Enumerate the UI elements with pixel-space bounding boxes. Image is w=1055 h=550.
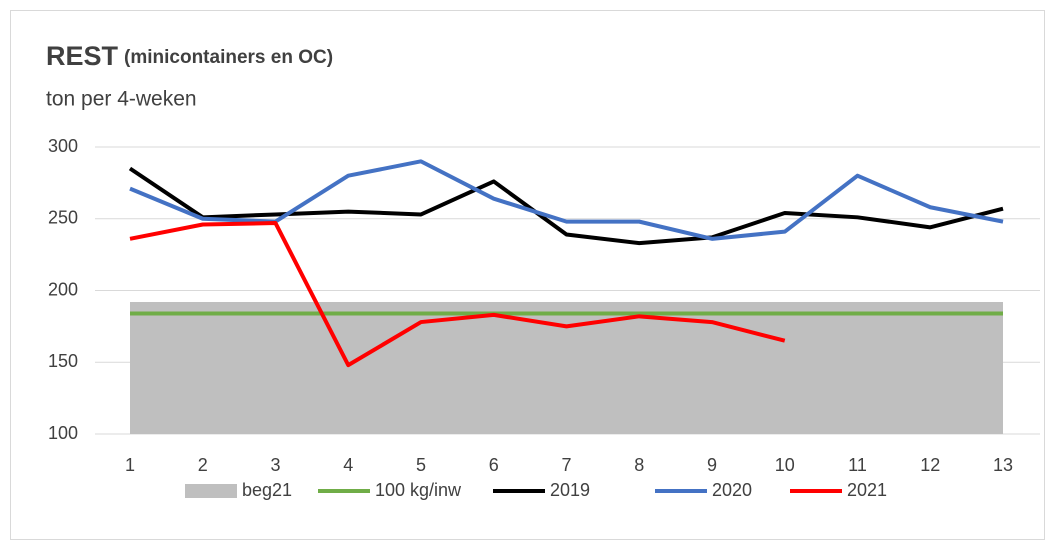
line xyxy=(129,221,786,368)
x-tick-label: 3 xyxy=(270,455,280,475)
y-tick-label: 100 xyxy=(48,423,78,443)
x-tick-label: 7 xyxy=(561,455,571,475)
x-tick-label: 4 xyxy=(343,455,353,475)
x-tick-label: 9 xyxy=(707,455,717,475)
x-tick-label: 12 xyxy=(920,455,940,475)
chart-title: REST (minicontainers en OC) xyxy=(46,41,333,71)
legend-label: 2020 xyxy=(712,480,752,500)
x-tick-label: 11 xyxy=(848,455,867,475)
line xyxy=(128,166,1004,246)
y-tick-label: 150 xyxy=(48,351,78,371)
y-tick-label: 300 xyxy=(48,136,78,156)
y-tick-label: 250 xyxy=(48,208,78,228)
y-tick-label: 200 xyxy=(48,279,78,299)
area xyxy=(130,301,1003,434)
chart-frame xyxy=(10,10,1045,540)
title-note: (minicontainers en OC) xyxy=(124,47,333,68)
title-main: REST xyxy=(46,41,119,71)
x-tick-label: 8 xyxy=(634,455,644,475)
x-tick-label: 13 xyxy=(993,455,1013,475)
legend-label: 100 kg/inw xyxy=(375,480,462,500)
legend-label: beg21 xyxy=(242,480,292,500)
x-tick-label: 2 xyxy=(198,455,208,475)
x-tick-label: 6 xyxy=(489,455,499,475)
x-tick-label: 10 xyxy=(775,455,795,475)
legend-swatch xyxy=(185,484,237,498)
x-tick-label: 5 xyxy=(416,455,426,475)
x-tick-label: 1 xyxy=(125,455,135,475)
legend-label: 2021 xyxy=(847,480,887,500)
chart-subtitle: ton per 4-weken xyxy=(46,88,197,111)
legend-label: 2019 xyxy=(550,480,590,500)
